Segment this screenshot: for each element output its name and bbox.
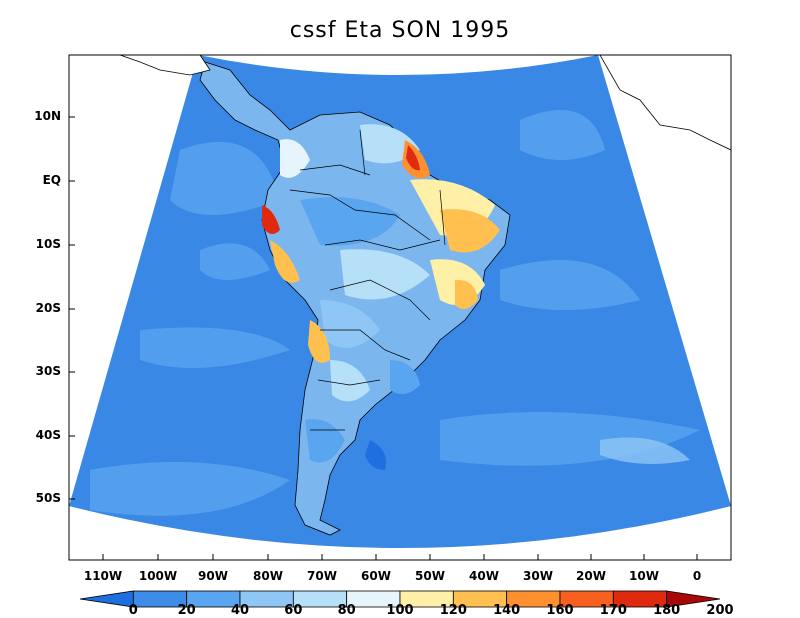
lon-label: 0 xyxy=(692,569,702,583)
colorbar-label: 180 xyxy=(653,603,681,618)
land-patch xyxy=(330,360,370,402)
ocean-band xyxy=(520,110,605,160)
other-land xyxy=(119,55,731,151)
lon-label: 80W xyxy=(253,569,283,583)
ocean-band xyxy=(170,141,280,215)
land-patch xyxy=(280,139,310,178)
map-title: cssf Eta SON 1995 xyxy=(289,18,511,43)
colorbar-label: 40 xyxy=(230,603,250,618)
ocean-band xyxy=(500,260,640,310)
lon-label: 60W xyxy=(361,569,391,583)
ocean-band xyxy=(365,440,386,470)
land-patch xyxy=(300,197,400,246)
land-patch xyxy=(455,279,478,309)
lat-label: 50S xyxy=(35,491,61,505)
lat-label: EQ xyxy=(42,173,61,187)
country-borders xyxy=(289,129,446,431)
colorbar-label: 80 xyxy=(337,603,356,618)
colorbar-label: 170 xyxy=(599,603,627,618)
land-patch xyxy=(262,205,280,234)
lon-label: 10W xyxy=(629,569,659,583)
land-patch xyxy=(390,360,420,394)
colorbar xyxy=(79,590,721,608)
colorbar-label: 120 xyxy=(439,603,467,618)
colorbar-label: 200 xyxy=(706,603,734,618)
lon-label: 30W xyxy=(523,569,553,583)
ocean-band xyxy=(90,462,290,516)
colorbar-label: 100 xyxy=(386,603,414,618)
land-patch xyxy=(406,145,420,171)
lon-label: 90W xyxy=(198,569,228,583)
colorbar-label: 160 xyxy=(546,603,574,618)
land-patch xyxy=(340,249,430,300)
africa-coast xyxy=(599,55,731,151)
lat-label: 10S xyxy=(35,237,61,251)
lon-label: 20W xyxy=(576,569,606,583)
lon-label: 50W xyxy=(415,569,445,583)
lat-label: 40S xyxy=(35,428,61,442)
land-patch xyxy=(440,209,500,253)
colorbar-label: 20 xyxy=(177,603,196,618)
lat-label: 10N xyxy=(34,109,61,123)
plot-frame xyxy=(68,54,732,561)
lon-label: 40W xyxy=(469,569,499,583)
land-patch xyxy=(320,300,380,348)
ocean-band xyxy=(600,437,690,464)
lat-label: 20S xyxy=(35,301,61,315)
land-patch xyxy=(308,320,330,363)
land-patch xyxy=(270,240,300,283)
lon-label: 70W xyxy=(307,569,337,583)
lon-label: 110W xyxy=(83,569,123,583)
land-field xyxy=(199,61,511,536)
colorbar-label: 0 xyxy=(128,603,138,618)
ocean-band xyxy=(140,327,290,368)
north-america-coast xyxy=(119,55,211,76)
colorbar-label: 60 xyxy=(284,603,303,618)
colorbar-label: 140 xyxy=(493,603,521,618)
lat-label: 30S xyxy=(35,364,61,378)
colorbar-segment xyxy=(666,590,721,608)
lon-label: 100W xyxy=(138,569,178,583)
ocean-band xyxy=(200,243,270,280)
axis-ticks xyxy=(69,116,698,560)
